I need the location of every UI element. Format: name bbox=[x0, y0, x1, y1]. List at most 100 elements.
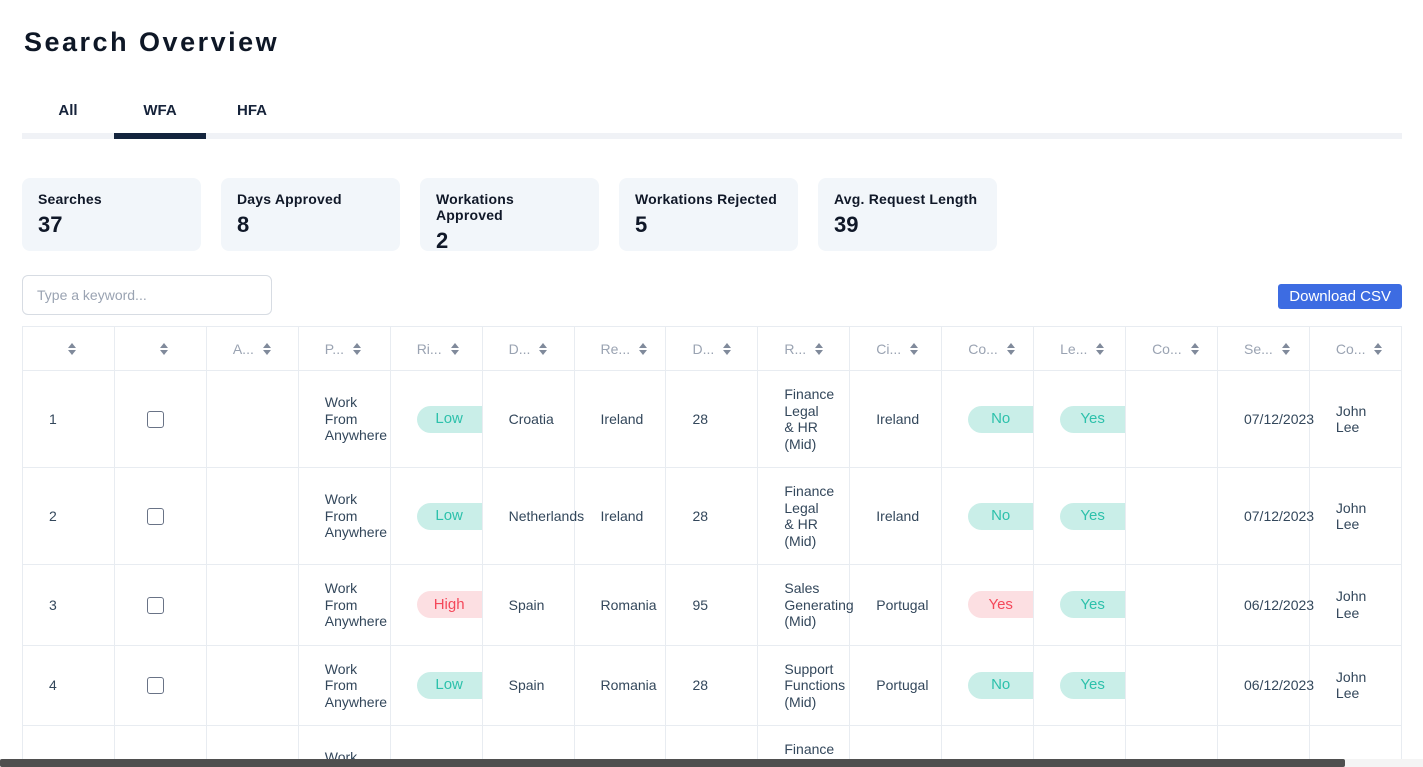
table-cell: Low bbox=[389, 370, 483, 468]
column-header[interactable]: P... bbox=[297, 326, 391, 371]
column-header[interactable]: D... bbox=[481, 326, 575, 371]
tab-all[interactable]: All bbox=[58, 102, 78, 119]
table-cell: Portugal bbox=[849, 564, 943, 646]
table-cell: Low bbox=[389, 644, 483, 726]
column-header[interactable]: Le... bbox=[1033, 326, 1127, 371]
column-header[interactable]: Ri... bbox=[389, 326, 483, 371]
sort-icon[interactable] bbox=[910, 342, 919, 355]
stat-card: Days Approved 8 bbox=[221, 178, 400, 251]
horizontal-scrollbar[interactable] bbox=[0, 759, 1423, 767]
status-badge: Yes bbox=[968, 591, 1034, 619]
table-cell: John Lee bbox=[1308, 467, 1403, 565]
table-cell bbox=[205, 467, 299, 565]
sort-icon[interactable] bbox=[1006, 342, 1015, 355]
row-checkbox[interactable] bbox=[146, 596, 164, 614]
sort-icon[interactable] bbox=[1281, 342, 1290, 355]
table-cell: 95 bbox=[665, 564, 759, 646]
column-header[interactable]: Se... bbox=[1216, 326, 1310, 371]
sort-icon[interactable] bbox=[539, 342, 548, 355]
column-header-label: D... bbox=[692, 340, 715, 357]
table-cell bbox=[1125, 370, 1218, 468]
table-header-row: A... P... Ri... D... Re... D... R... Ci... Co...… bbox=[22, 326, 1403, 371]
table-cell: Croatia bbox=[481, 370, 575, 468]
table-cell: 2 bbox=[22, 467, 115, 565]
table-cell bbox=[205, 564, 299, 646]
table-row: 2 Work From Anywhere Low Netherlands Ireland… bbox=[22, 467, 1403, 565]
table-cell: Yes bbox=[1033, 644, 1127, 726]
column-header-label: A... bbox=[232, 340, 254, 357]
stat-label: Workations Rejected bbox=[635, 191, 778, 207]
stat-value: 5 bbox=[635, 212, 648, 237]
stat-label: Avg. Request Length bbox=[834, 191, 978, 207]
column-header[interactable]: D... bbox=[665, 326, 759, 371]
column-header-label: Ri... bbox=[416, 340, 442, 357]
table-cell: Support Functions (Mid) bbox=[757, 644, 851, 726]
sort-icon[interactable] bbox=[160, 342, 169, 355]
tab-wfa[interactable]: WFA bbox=[114, 94, 206, 139]
table-cell: Work From Anywhere bbox=[297, 370, 391, 468]
table-cell: No bbox=[941, 467, 1035, 565]
stat-value: 39 bbox=[834, 212, 859, 237]
table-cell: Sales Generating (Mid) bbox=[757, 564, 854, 646]
table-header: A... P... Ri... D... Re... D... R... Ci... Co...… bbox=[22, 326, 1403, 371]
sort-icon[interactable] bbox=[450, 342, 459, 355]
column-header[interactable]: Re... bbox=[573, 326, 667, 371]
table-cell: 07/12/2023 bbox=[1216, 467, 1314, 565]
table-cell: 06/12/2023 bbox=[1216, 644, 1314, 726]
table-cell: 4 bbox=[22, 644, 115, 726]
row-checkbox[interactable] bbox=[146, 677, 164, 695]
column-header-label: Ci... bbox=[876, 340, 902, 357]
column-header[interactable] bbox=[22, 326, 115, 371]
status-badge: No bbox=[968, 405, 1034, 433]
column-header-label: Co... bbox=[968, 340, 998, 357]
table-cell: Low bbox=[389, 467, 483, 565]
column-header-label: R... bbox=[784, 340, 807, 357]
column-header[interactable]: A... bbox=[205, 326, 299, 371]
table-cell: Yes bbox=[941, 564, 1035, 646]
table-cell: 28 bbox=[665, 467, 759, 565]
sort-icon[interactable] bbox=[1096, 342, 1105, 355]
status-badge: High bbox=[416, 591, 482, 619]
stats-row: Searches 37 Days Approved 8 Workations Appro… bbox=[22, 178, 1402, 253]
stat-card: Workations Approved 2 bbox=[420, 178, 599, 253]
sort-icon[interactable] bbox=[723, 342, 732, 355]
column-header[interactable]: Ci... bbox=[849, 326, 943, 371]
table-cell: High bbox=[389, 564, 483, 646]
table-cell: Ireland bbox=[573, 370, 667, 468]
column-header[interactable]: Co... bbox=[1125, 326, 1218, 371]
stat-card: Avg. Request Length 39 bbox=[818, 178, 997, 251]
table-cell: 07/12/2023 bbox=[1216, 370, 1314, 468]
tab-hfa[interactable]: HFA bbox=[237, 102, 267, 119]
row-checkbox[interactable] bbox=[146, 410, 164, 428]
sort-icon[interactable] bbox=[68, 342, 77, 355]
column-header[interactable]: Co... bbox=[941, 326, 1035, 371]
table-row: 4 Work From Anywhere Low Spain Romania 28 Supp… bbox=[22, 644, 1403, 726]
table-cell bbox=[1125, 564, 1218, 646]
scrollbar-thumb[interactable] bbox=[0, 759, 1345, 767]
column-header[interactable] bbox=[113, 326, 207, 371]
table-cell: Ireland bbox=[849, 370, 943, 468]
sort-icon[interactable] bbox=[1190, 342, 1199, 355]
stat-card: Searches 37 bbox=[22, 178, 201, 251]
table-cell: 28 bbox=[665, 644, 759, 726]
sort-icon[interactable] bbox=[352, 342, 361, 355]
sort-icon[interactable] bbox=[639, 342, 648, 355]
column-header[interactable]: R... bbox=[757, 326, 851, 371]
table-cell: Romania bbox=[573, 564, 667, 646]
table-cell bbox=[1125, 467, 1218, 565]
sort-icon[interactable] bbox=[815, 342, 824, 355]
column-header[interactable]: Co... bbox=[1308, 326, 1403, 371]
controls-row: Download CSV bbox=[22, 275, 1402, 315]
table-cell: Ireland bbox=[573, 467, 667, 565]
status-badge: Low bbox=[416, 405, 482, 433]
row-checkbox[interactable] bbox=[146, 507, 164, 525]
keyword-search-input[interactable] bbox=[22, 275, 272, 315]
stat-label: Searches bbox=[38, 191, 102, 207]
table-cell bbox=[113, 370, 207, 468]
download-csv-button[interactable]: Download CSV bbox=[1278, 284, 1402, 309]
table-cell: Portugal bbox=[849, 644, 943, 726]
status-badge: Yes bbox=[1060, 502, 1126, 530]
table-cell: Work From Anywhere bbox=[297, 644, 391, 726]
sort-icon[interactable] bbox=[262, 342, 271, 355]
sort-icon[interactable] bbox=[1374, 342, 1383, 355]
